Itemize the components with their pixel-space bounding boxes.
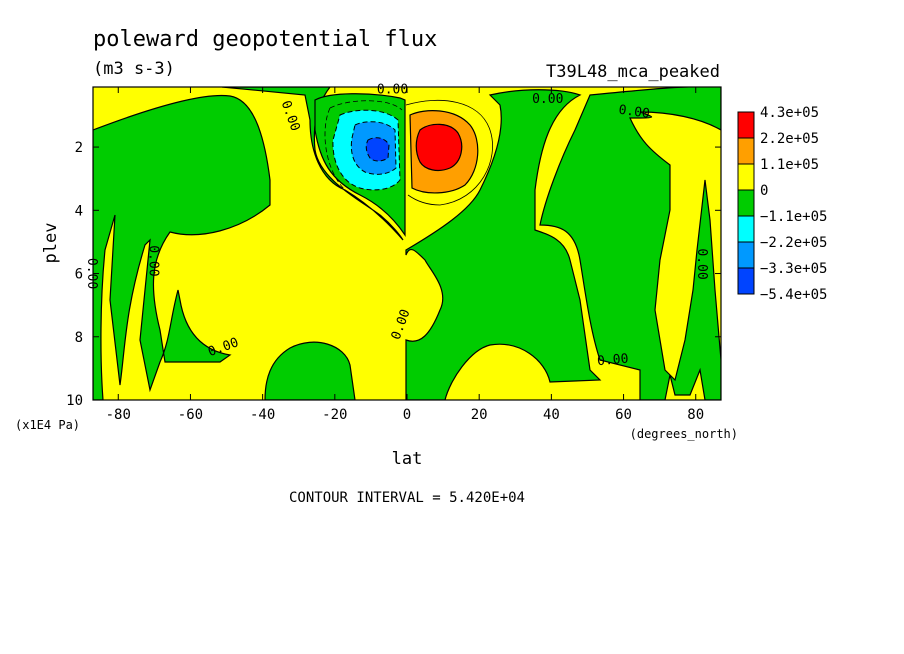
positive-core xyxy=(409,110,479,194)
x-axis: -80 -60 -40 -20 0 20 40 60 80 xyxy=(106,87,704,423)
negative-region-upper-tropical-sh xyxy=(221,87,404,241)
legend-swatch xyxy=(737,137,755,165)
x-tick-label: -40 xyxy=(250,407,275,423)
y-tick-label: 8 xyxy=(75,330,83,346)
y-tick-label: 4 xyxy=(75,203,83,219)
legend-swatch xyxy=(737,267,755,295)
color-legend: 4.3e+05 2.2e+05 1.1e+05 0 −1.1e+05 −2.2e+05 −3… xyxy=(737,105,827,303)
contour-label-zero: 0.00 xyxy=(694,248,709,279)
thin-contour-neg xyxy=(324,100,403,191)
y-tick-label: 2 xyxy=(75,140,83,156)
contour-label-zero: 0.00 xyxy=(597,352,630,370)
x-axis-label: lat xyxy=(392,449,423,469)
x-tick-label: -20 xyxy=(322,407,347,423)
legend-label: −2.2e+05 xyxy=(760,235,827,251)
plot-area xyxy=(93,87,721,400)
negative-region-sh-high-latitude xyxy=(93,94,271,400)
negative-region-lower-sh xyxy=(264,341,356,400)
run-label: T39L48_mca_peaked xyxy=(546,62,720,82)
negative-region-nh-high-latitude xyxy=(539,87,721,400)
legend-label: −1.1e+05 xyxy=(760,209,827,225)
pos-contour-2 xyxy=(415,123,463,172)
contour-interval: CONTOUR INTERVAL = 5.420E+04 xyxy=(289,490,525,506)
x-tick-label: -80 xyxy=(106,407,131,423)
negative-region-nh-mid xyxy=(405,89,602,400)
contour-label-zero: 0.00 xyxy=(532,92,563,107)
contour-label-zero: 0.00 xyxy=(84,258,99,289)
legend-label: 2.2e+05 xyxy=(760,131,819,147)
legend-swatch xyxy=(737,241,755,269)
thin-contour-pos xyxy=(405,99,493,206)
legend-swatch xyxy=(737,111,755,139)
x-axis-units: (degrees_north) xyxy=(630,427,738,441)
x-tick-label: 80 xyxy=(687,407,704,423)
legend-swatch xyxy=(737,189,755,217)
y-tick-label: 10 xyxy=(66,393,83,409)
thin-contours xyxy=(324,99,493,206)
negative-core xyxy=(332,109,401,191)
y-axis-units: (x1E4 Pa) xyxy=(15,418,80,432)
chart-units: (m3 s-3) xyxy=(93,59,175,79)
legend-label: −3.3e+05 xyxy=(760,261,827,277)
x-tick-label: 0 xyxy=(403,407,411,423)
contour-label-zero: 0.00 xyxy=(377,83,408,98)
x-tick-label: -60 xyxy=(178,407,203,423)
legend-label: −5.4e+05 xyxy=(760,287,827,303)
y-tick-label: 6 xyxy=(75,267,83,283)
y-axis-label: plev xyxy=(41,223,61,264)
contour-label-zero: 0.00 xyxy=(618,103,651,122)
y-axis: 2 4 6 8 10 xyxy=(66,140,721,409)
contour-label-zero: 0.00 xyxy=(145,245,160,276)
chart-title: poleward geopotential flux xyxy=(93,27,437,52)
neg-contour-3 xyxy=(365,137,390,162)
x-tick-label: 40 xyxy=(543,407,560,423)
legend-swatch xyxy=(737,163,755,191)
x-tick-label: 60 xyxy=(615,407,632,423)
legend-label: 1.1e+05 xyxy=(760,157,819,173)
legend-swatch xyxy=(737,215,755,243)
legend-label: 4.3e+05 xyxy=(760,105,819,121)
legend-label: 0 xyxy=(760,183,768,199)
negative-regions xyxy=(93,87,721,400)
x-tick-label: 20 xyxy=(471,407,488,423)
